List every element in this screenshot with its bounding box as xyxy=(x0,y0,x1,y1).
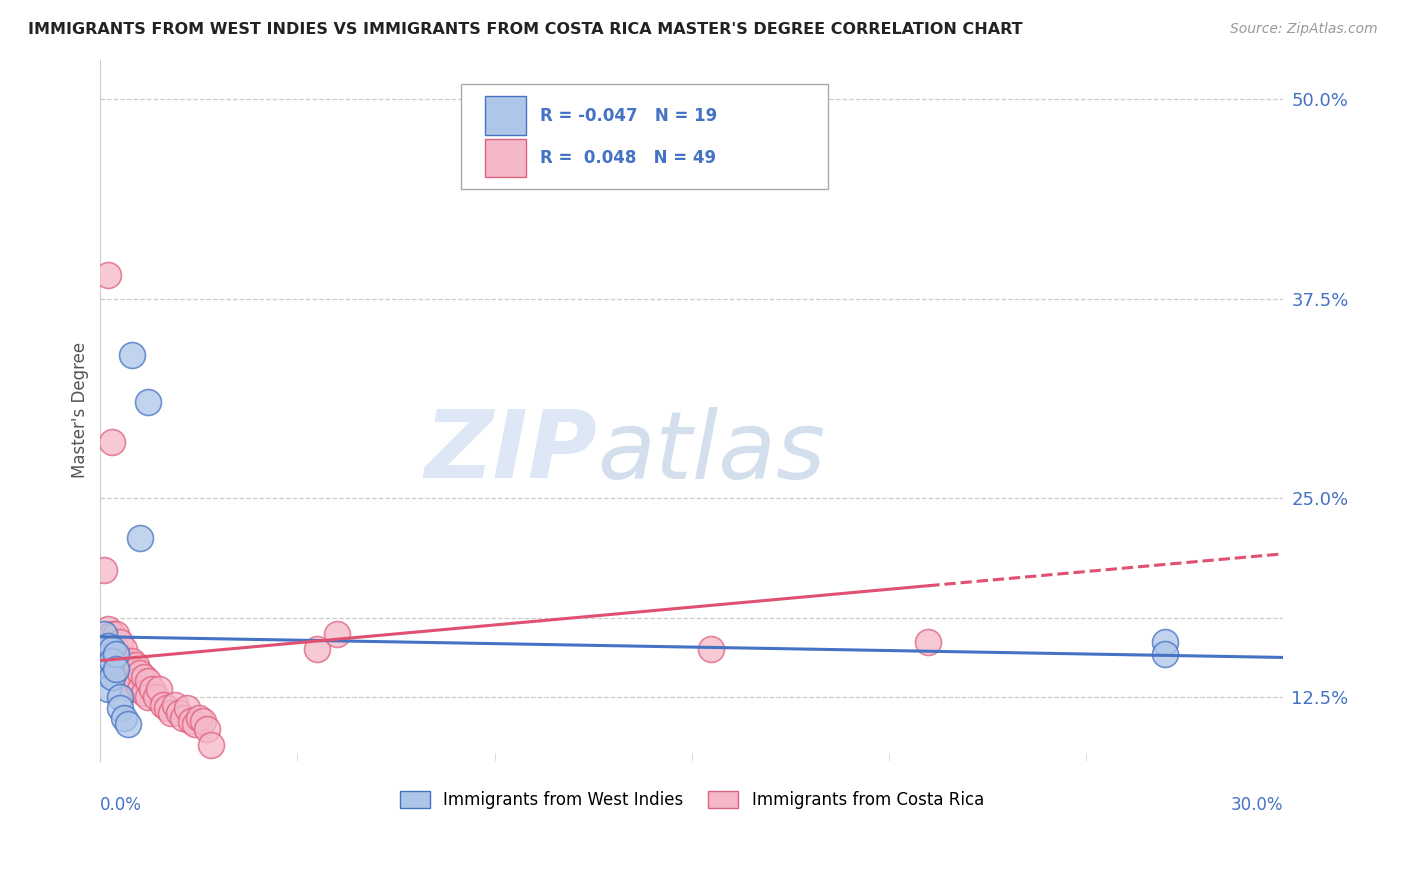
Point xyxy=(167,706,190,721)
Point xyxy=(93,563,115,577)
Legend: Immigrants from West Indies, Immigrants from Costa Rica: Immigrants from West Indies, Immigrants … xyxy=(394,784,990,816)
Point xyxy=(105,662,128,676)
Point xyxy=(112,642,135,657)
Point xyxy=(132,685,155,699)
Point xyxy=(187,711,209,725)
Text: IMMIGRANTS FROM WEST INDIES VS IMMIGRANTS FROM COSTA RICA MASTER'S DEGREE CORREL: IMMIGRANTS FROM WEST INDIES VS IMMIGRANT… xyxy=(28,22,1022,37)
Text: 0.0%: 0.0% xyxy=(100,797,142,814)
Point xyxy=(108,650,131,665)
Point xyxy=(121,654,143,668)
Text: Source: ZipAtlas.com: Source: ZipAtlas.com xyxy=(1230,22,1378,37)
Point xyxy=(105,647,128,661)
Point xyxy=(108,634,131,648)
Point xyxy=(172,711,194,725)
Point xyxy=(125,674,148,689)
Point xyxy=(125,658,148,673)
Point xyxy=(101,626,124,640)
Bar xyxy=(485,96,526,135)
FancyBboxPatch shape xyxy=(461,84,828,189)
Point xyxy=(105,642,128,657)
Point xyxy=(93,650,115,665)
Point xyxy=(132,669,155,683)
Point xyxy=(141,682,163,697)
Y-axis label: Master's Degree: Master's Degree xyxy=(72,343,89,478)
Text: R = -0.047   N = 19: R = -0.047 N = 19 xyxy=(540,107,717,125)
Point xyxy=(101,638,124,652)
Point xyxy=(128,531,150,545)
Point xyxy=(160,706,183,721)
Bar xyxy=(485,139,526,178)
Point xyxy=(700,642,723,657)
Point xyxy=(128,682,150,697)
Point xyxy=(176,701,198,715)
Point xyxy=(117,717,139,731)
Point xyxy=(101,642,124,657)
Point xyxy=(128,666,150,681)
Point xyxy=(108,701,131,715)
Point xyxy=(191,714,214,729)
Point xyxy=(136,395,159,409)
Point xyxy=(101,654,124,668)
Point xyxy=(97,658,120,673)
Point xyxy=(200,738,222,752)
Point xyxy=(1153,634,1175,648)
Point xyxy=(148,682,170,697)
Point xyxy=(180,714,202,729)
Point xyxy=(184,717,207,731)
Point xyxy=(195,722,218,736)
Point xyxy=(326,626,349,640)
Point xyxy=(97,268,120,282)
Point xyxy=(152,698,174,713)
Point xyxy=(121,682,143,697)
Point xyxy=(117,658,139,673)
Point xyxy=(1153,647,1175,661)
Point xyxy=(93,626,115,640)
Point xyxy=(97,622,120,636)
Text: atlas: atlas xyxy=(598,407,825,498)
Point xyxy=(97,682,120,697)
Point xyxy=(136,690,159,705)
Point xyxy=(917,634,939,648)
Point xyxy=(97,640,120,654)
Point xyxy=(307,642,329,657)
Point xyxy=(156,701,179,715)
Point xyxy=(112,711,135,725)
Point xyxy=(136,674,159,689)
Point xyxy=(101,669,124,683)
Point xyxy=(101,642,124,657)
Point xyxy=(121,347,143,361)
Point xyxy=(101,435,124,450)
Point xyxy=(105,654,128,668)
Point xyxy=(93,666,115,681)
Point xyxy=(112,666,135,681)
Point xyxy=(108,690,131,705)
Point xyxy=(145,690,167,705)
Text: 30.0%: 30.0% xyxy=(1230,797,1284,814)
Point xyxy=(97,638,120,652)
Text: R =  0.048   N = 49: R = 0.048 N = 49 xyxy=(540,149,717,167)
Point xyxy=(105,626,128,640)
Point xyxy=(121,666,143,681)
Point xyxy=(117,669,139,683)
Point xyxy=(112,654,135,668)
Text: ZIP: ZIP xyxy=(425,407,598,499)
Point xyxy=(165,698,187,713)
